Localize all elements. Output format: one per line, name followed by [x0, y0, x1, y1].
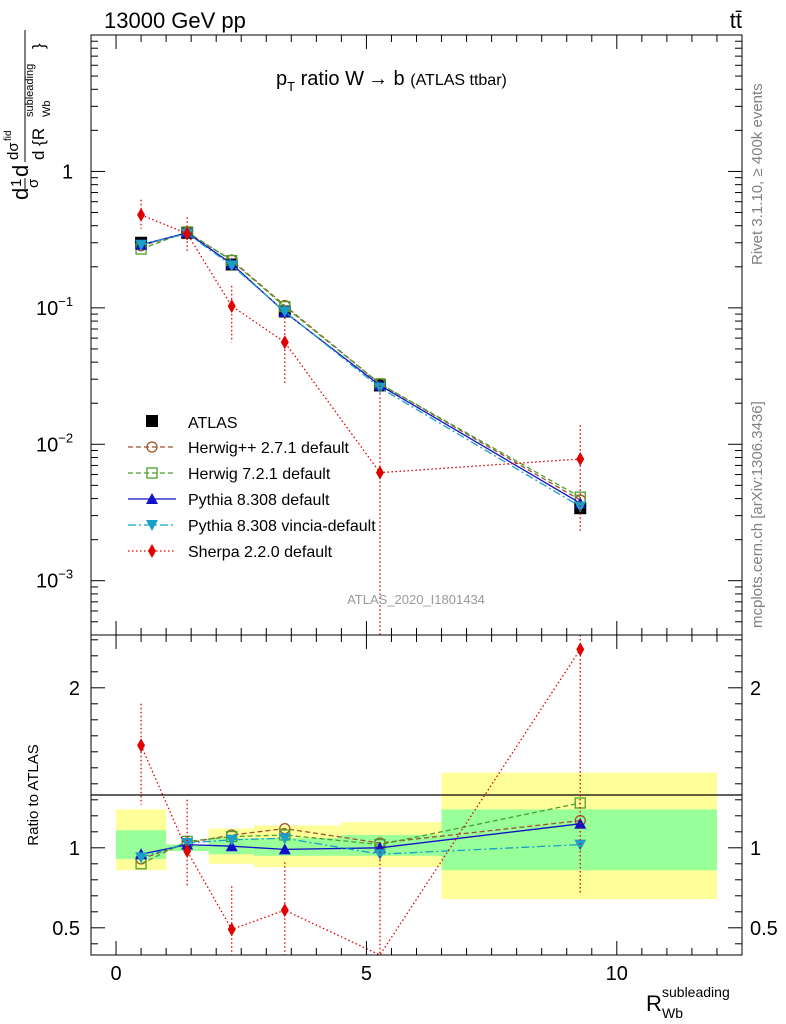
data-point-sherpa [137, 207, 146, 222]
legend: ATLAS Herwig++ 2.7.1 default Herwig 7.2.… [128, 415, 376, 561]
ratio-line-sherpa [140, 649, 581, 956]
x-tick-label: 5 [361, 963, 372, 985]
uncertainty-band-inner [253, 838, 342, 856]
ratio-y-axis-label: Ratio to ATLAS [25, 744, 42, 845]
x-axis-label: R [646, 991, 662, 1016]
svg-text:d {R: d {R [29, 128, 48, 160]
svg-text:d: d [8, 165, 33, 177]
rivet-version: Rivet 3.1.10, ≥ 400k events [749, 83, 766, 265]
series-line-vincia [140, 232, 581, 508]
data-point-sherpa [375, 465, 384, 480]
ratio-line-pythia [140, 823, 581, 855]
mcplots-url: mcplots.cern.ch [arXiv:1306.3436] [749, 401, 766, 628]
ratio-point-vincia [278, 833, 291, 845]
series-sherpa [137, 199, 585, 635]
svg-text:dσ: dσ [5, 142, 22, 160]
svg-text:Sherpa 2.2.0 default: Sherpa 2.2.0 default [188, 544, 333, 561]
ratio-point-sherpa [576, 642, 585, 657]
legend-item-atlas: ATLAS [146, 415, 238, 432]
data-point-sherpa [227, 299, 236, 314]
data-point-vincia [135, 239, 148, 251]
ratio-point-sherpa [183, 844, 192, 858]
data-point-vincia [574, 501, 587, 513]
data-point-vincia [225, 260, 238, 272]
ratio-series-vincia [135, 833, 587, 864]
svg-text:1: 1 [8, 179, 25, 187]
ratio-y-tick-label-right: 1 [750, 838, 761, 860]
ratio-point-vincia [225, 834, 238, 846]
ratio-y-tick-label-right: 0.5 [750, 918, 778, 940]
header-energy: 13000 GeV pp [104, 8, 246, 33]
main-y-tick-label: 10−3 [36, 567, 73, 593]
data-point-sherpa [576, 452, 585, 467]
legend-item-herwig7: Herwig 7.2.1 default [128, 466, 331, 483]
data-point-sherpa [280, 335, 289, 350]
data-point-sherpa [183, 226, 192, 241]
data-point-vincia [278, 306, 291, 318]
main-y-tick-labels: 1 10−1 10−2 10−3 [36, 161, 73, 592]
svg-text:Herwig 7.2.1 default: Herwig 7.2.1 default [188, 466, 331, 483]
series-line-herwigpp [140, 232, 581, 501]
ratio-point-sherpa [137, 738, 146, 753]
ratio-y-tick-label: 0.5 [52, 918, 80, 940]
x-axis-label-sub: Wb [662, 1005, 683, 1021]
svg-text:Wb: Wb [41, 101, 53, 118]
series-vincia [135, 228, 587, 513]
ratio-plot-series [135, 635, 587, 956]
ratio-y-tick-label-right: 2 [750, 678, 761, 700]
svg-text:subleading: subleading [24, 64, 36, 117]
main-y-tick-label: 1 [62, 161, 73, 183]
ratio-point-sherpa [227, 922, 236, 937]
ratio-series-sherpa [137, 635, 585, 956]
x-tick-label: 10 [606, 963, 628, 985]
x-tick-label: 0 [110, 963, 121, 985]
series-line-sherpa [140, 214, 581, 474]
main-y-axis-label: d 1 σ d dσ fid d {R subleading Wb } [3, 30, 53, 200]
ratio-y-tick-labels: 0.5 0.5 1 1 2 2 [52, 678, 778, 940]
ratio-point-vincia [373, 849, 386, 861]
main-axis-ticks [91, 35, 742, 636]
svg-text:σ: σ [25, 178, 42, 188]
series-line-pythia [140, 232, 581, 504]
ratio-y-tick-label: 1 [69, 838, 80, 860]
ratio-axis-ticks [91, 635, 742, 955]
ratio-point-vincia [181, 838, 194, 849]
uncertainty-band-inner [341, 835, 442, 856]
main-y-tick-label: 10−1 [36, 294, 73, 320]
svg-text:Pythia 8.308 default: Pythia 8.308 default [188, 492, 330, 509]
ratio-point-sherpa [280, 903, 289, 918]
svg-text:}: } [29, 43, 48, 49]
data-point-vincia [373, 382, 386, 394]
svg-text:fid: fid [3, 130, 14, 141]
plot-title: pT ratio W → b (ATLAS ttbar) [276, 68, 507, 94]
svg-text:ATLAS: ATLAS [188, 415, 238, 432]
ratio-point-vincia [574, 839, 587, 851]
svg-text:Pythia 8.308 vincia-default: Pythia 8.308 vincia-default [188, 518, 376, 535]
x-tick-labels: 0 5 10 [110, 963, 627, 985]
svg-text:Herwig++ 2.7.1 default: Herwig++ 2.7.1 default [188, 440, 350, 457]
legend-item-herwigpp: Herwig++ 2.7.1 default [128, 440, 350, 457]
main-plot-series [135, 199, 587, 635]
legend-item-sherpa: Sherpa 2.2.0 default [128, 544, 333, 561]
ratio-line-herwig7 [140, 802, 581, 865]
ratio-y-tick-label: 2 [69, 678, 80, 700]
ratio-line-vincia [140, 837, 581, 859]
svg-text:d: d [8, 188, 33, 200]
main-y-tick-label: 10−2 [36, 430, 73, 456]
legend-item-pythia: Pythia 8.308 default [128, 492, 330, 509]
analysis-id: ATLAS_2020_I1801434 [347, 592, 485, 607]
x-axis-label-sup: subleading [662, 984, 730, 1000]
ratio-point-pythia [278, 843, 291, 855]
ratio-point-vincia [135, 852, 148, 864]
legend-item-vincia: Pythia 8.308 vincia-default [128, 518, 376, 535]
header-process: tt̄ [730, 8, 742, 33]
